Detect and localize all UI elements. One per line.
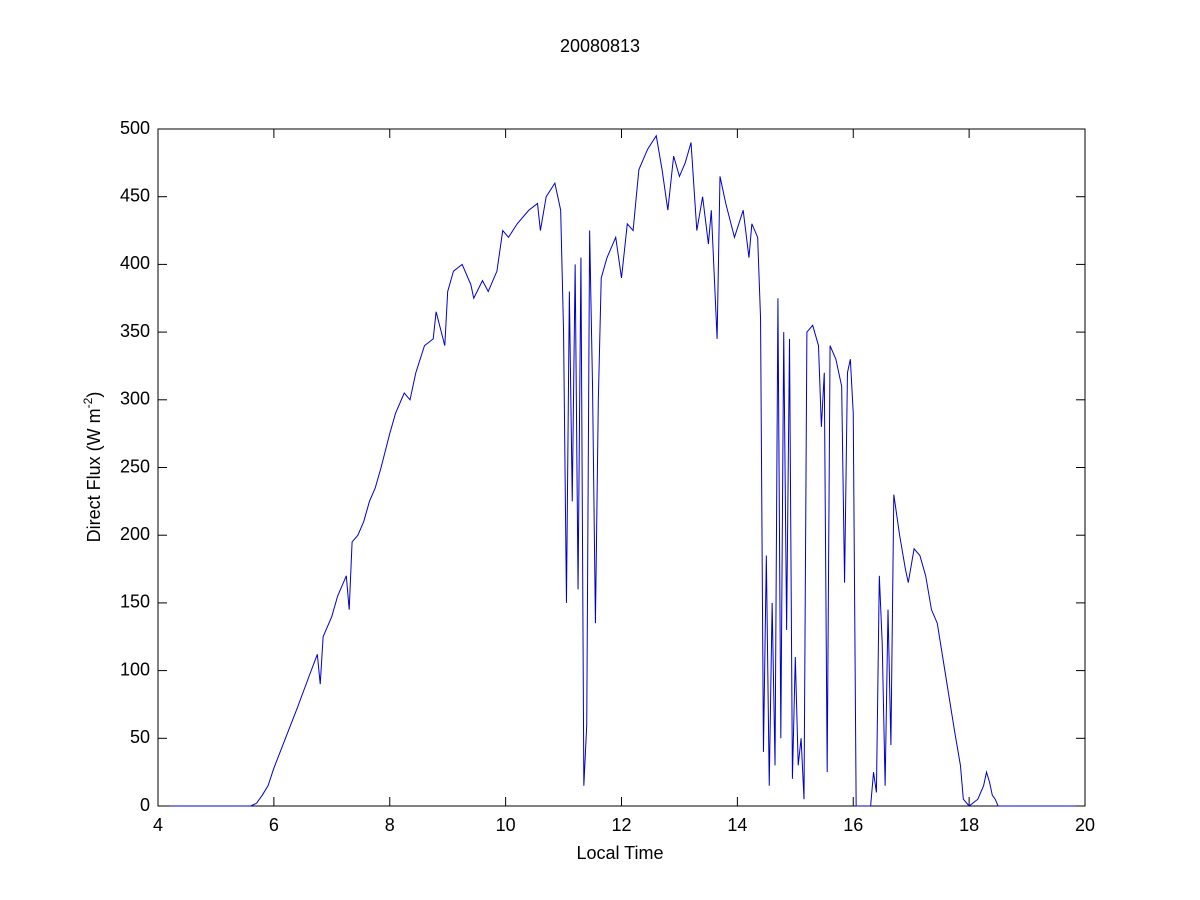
y-tick-label: 350 bbox=[120, 321, 150, 341]
y-tick-label: 150 bbox=[120, 592, 150, 612]
x-tick-label: 8 bbox=[385, 815, 395, 835]
y-tick-label: 50 bbox=[130, 727, 150, 747]
y-tick-label: 200 bbox=[120, 524, 150, 544]
x-tick-label: 6 bbox=[269, 815, 279, 835]
axes-box bbox=[157, 128, 1086, 807]
x-tick-label: 20 bbox=[1075, 815, 1095, 835]
x-tick-label: 10 bbox=[496, 815, 516, 835]
y-tick-label: 250 bbox=[120, 456, 150, 476]
y-tick-label: 400 bbox=[120, 253, 150, 273]
y-axis-label-suffix: ) bbox=[84, 392, 104, 398]
x-tick-label: 12 bbox=[611, 815, 631, 835]
y-tick-label: 450 bbox=[120, 185, 150, 205]
y-tick-label: 500 bbox=[120, 118, 150, 138]
x-tick-label: 4 bbox=[153, 815, 163, 835]
x-tick-label: 16 bbox=[843, 815, 863, 835]
y-tick-label: 100 bbox=[120, 659, 150, 679]
y-axis-label: Direct Flux (W m-2) bbox=[81, 392, 104, 543]
x-tick-label: 14 bbox=[727, 815, 747, 835]
y-tick-label: 0 bbox=[140, 795, 150, 815]
data-line bbox=[169, 134, 1077, 807]
y-axis-label-superscript: -2 bbox=[81, 397, 95, 408]
x-tick-label: 18 bbox=[959, 815, 979, 835]
y-tick-label: 300 bbox=[120, 389, 150, 409]
chart-title: 20080813 bbox=[560, 36, 640, 56]
y-axis-label-text: Direct Flux (W m bbox=[84, 408, 104, 542]
x-axis-label: Local Time bbox=[576, 843, 663, 863]
